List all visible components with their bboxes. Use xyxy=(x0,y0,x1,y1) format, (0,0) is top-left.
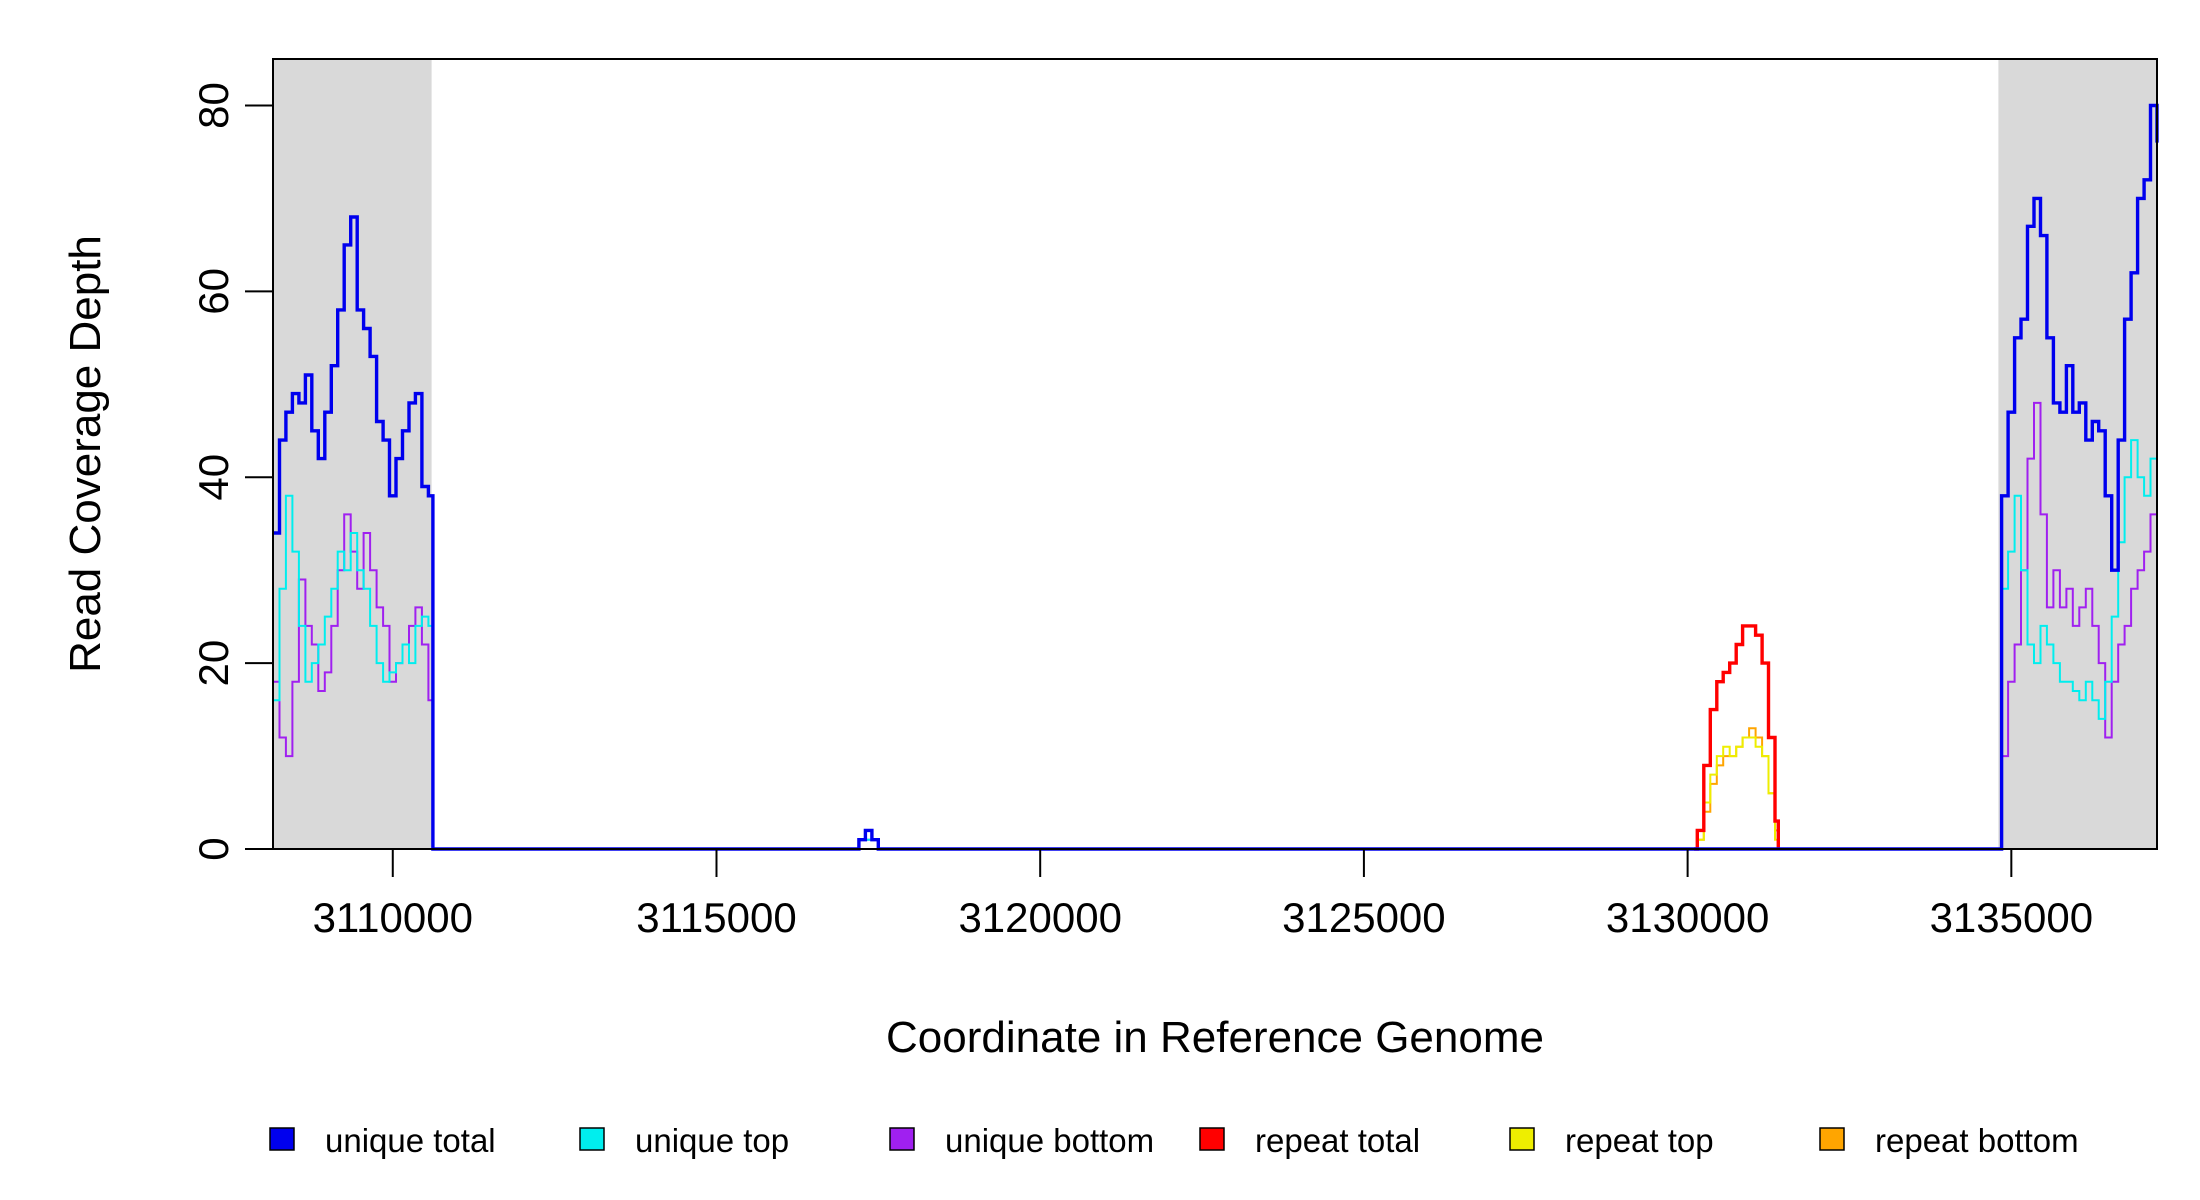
series-line-repeat-top xyxy=(1694,736,1780,850)
plot-series xyxy=(273,103,2159,851)
legend-label-unique-bottom: unique bottom xyxy=(945,1122,1154,1159)
legend-swatch-repeat-top xyxy=(1509,1127,1535,1151)
x-tick-label: 3125000 xyxy=(1282,894,1446,941)
y-axis-title: Read Coverage Depth xyxy=(61,235,110,673)
legend-swatch-unique-bottom xyxy=(889,1127,915,1151)
series-line-unique-top xyxy=(273,439,2158,850)
legend-swatch-unique-top xyxy=(579,1127,605,1151)
series-line-repeat-total xyxy=(1694,624,1780,851)
legend-label-repeat-bottom: repeat bottom xyxy=(1875,1122,2079,1159)
y-tick-label: 0 xyxy=(190,837,237,860)
x-axis: 3110000 3115000 3120000 3125000 3130000 31350… xyxy=(313,849,2094,941)
x-tick-label: 3130000 xyxy=(1606,894,1770,941)
x-tick-label: 3115000 xyxy=(636,894,796,941)
y-tick-label: 20 xyxy=(190,640,237,687)
legend-label-repeat-top: repeat top xyxy=(1565,1122,1714,1159)
series-line-unique-total xyxy=(273,103,2159,851)
x-tick-label: 3120000 xyxy=(958,894,1122,941)
legend-swatch-unique-total xyxy=(269,1127,295,1151)
series-line-unique-bottom xyxy=(273,401,2158,850)
y-axis: 0 20 40 60 80 xyxy=(190,82,273,861)
shaded-region-2 xyxy=(1998,59,2157,849)
legend-swatch-repeat-bottom xyxy=(1819,1127,1845,1151)
legend-swatch-repeat-total xyxy=(1199,1127,1225,1151)
x-tick-label: 3110000 xyxy=(313,894,473,941)
y-tick-label: 40 xyxy=(190,454,237,501)
plot-frame xyxy=(272,58,2158,850)
legend-label-unique-total: unique total xyxy=(325,1122,496,1159)
legend-label-repeat-total: repeat total xyxy=(1255,1122,1420,1159)
shaded-region-1 xyxy=(273,59,432,849)
legend-label-unique-top: unique top xyxy=(635,1122,789,1159)
legend: unique total unique top unique bottom repea… xyxy=(269,1122,2079,1159)
x-axis-title: Coordinate in Reference Genome xyxy=(886,1013,1544,1062)
series-line-repeat-bottom xyxy=(273,727,2157,850)
shaded-regions xyxy=(273,59,2157,849)
y-tick-label: 80 xyxy=(190,82,237,129)
y-tick-label: 60 xyxy=(190,268,237,315)
x-tick-label: 3135000 xyxy=(1930,894,2094,941)
